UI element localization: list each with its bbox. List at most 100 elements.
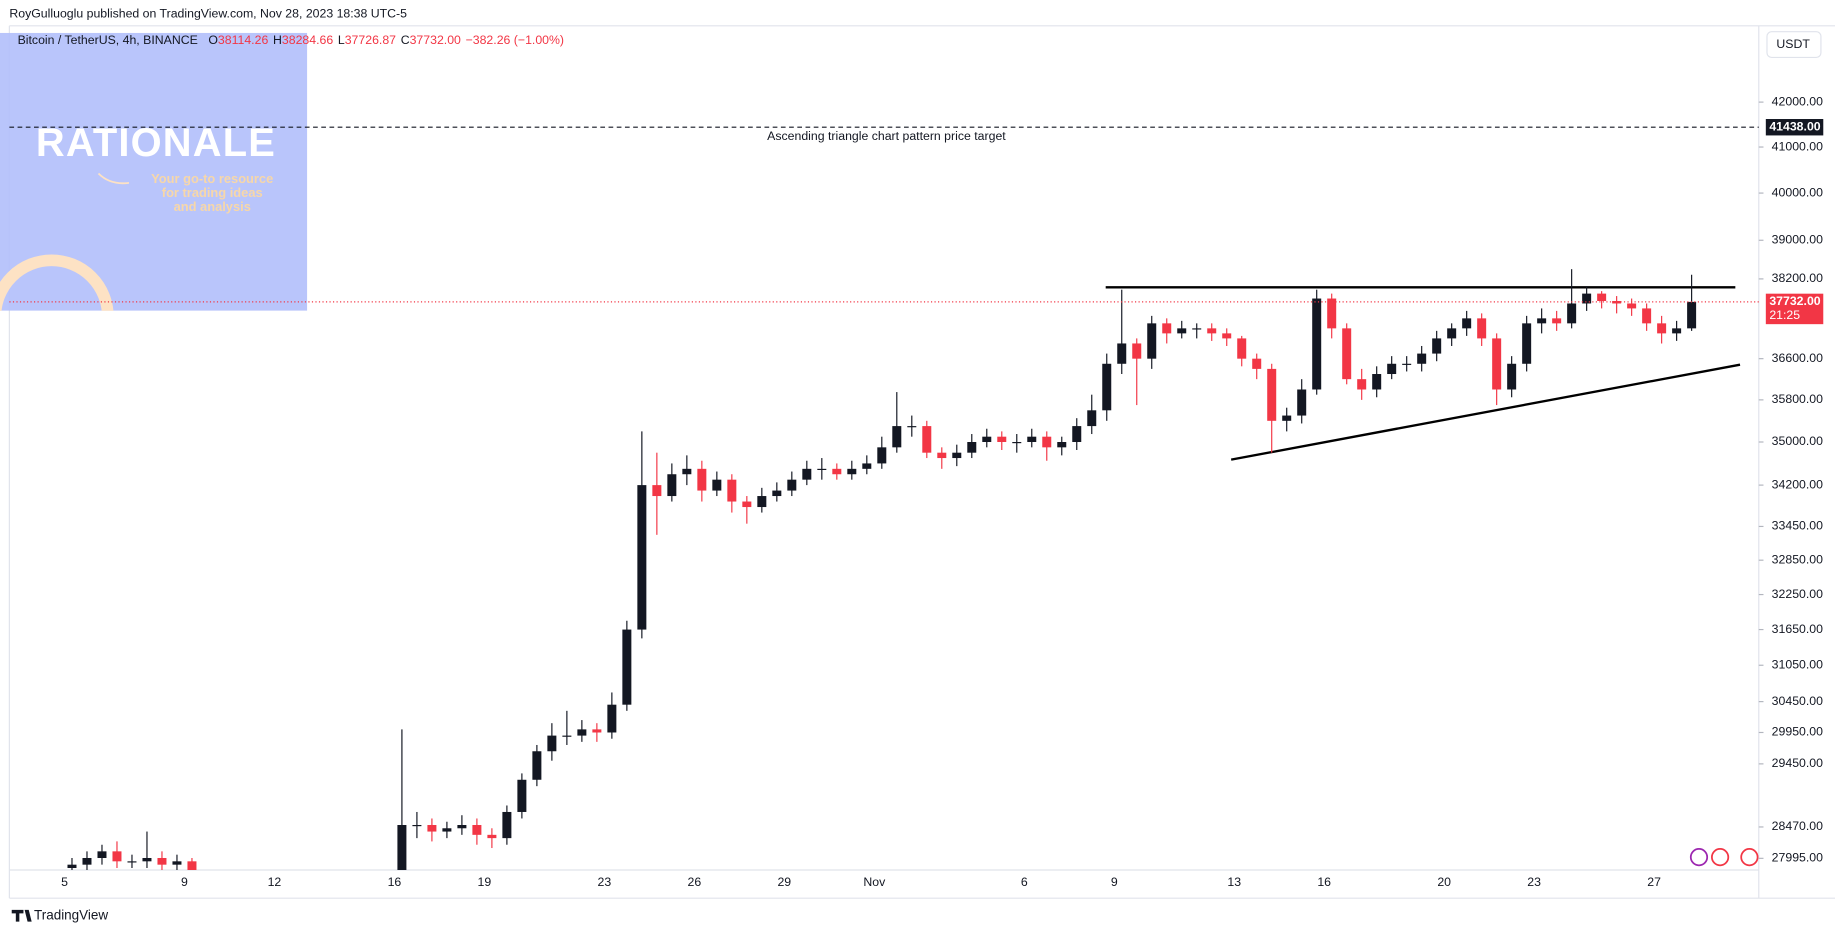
candle-body: [502, 811, 512, 839]
candle-body: [112, 851, 122, 862]
watermark: [0, 32, 308, 311]
y-tick-label: 32250.00: [1772, 587, 1823, 601]
x-tick-label: 6: [1021, 875, 1028, 889]
candle-body: [82, 857, 92, 865]
event-icon[interactable]: [1711, 848, 1730, 867]
candle-body: [1447, 328, 1457, 339]
candle-body: [742, 501, 752, 508]
candle-body: [682, 468, 692, 475]
candle-body: [142, 857, 152, 862]
candle-body: [1042, 436, 1052, 448]
currency[interactable]: USDT: [1776, 37, 1810, 51]
candle-body: [817, 468, 827, 470]
candle-body: [697, 468, 707, 491]
candle-body: [937, 452, 947, 459]
x-tick-label: 19: [478, 875, 492, 889]
candle-body: [1612, 300, 1622, 304]
candle-body: [1582, 293, 1592, 304]
candle-body: [532, 751, 542, 780]
y-tick-label: 35800.00: [1772, 392, 1823, 406]
candle-body: [1117, 343, 1127, 364]
candle-body: [1522, 323, 1532, 364]
candle-body: [547, 735, 557, 752]
y-tick-label: 38200.00: [1772, 271, 1823, 285]
symbol-legend: Bitcoin / TetherUS, 4h, BINANCE O38114.26…: [18, 33, 564, 47]
watermark-tagline: and analysis: [174, 199, 251, 214]
candle-body: [397, 825, 407, 871]
candle-body: [1567, 303, 1577, 324]
candle-body: [1642, 308, 1652, 324]
x-tick-label: 9: [1111, 875, 1118, 889]
candle-body: [127, 861, 137, 863]
candle-body: [1627, 303, 1637, 309]
candle-body: [1237, 338, 1247, 359]
target-label-box: [1765, 119, 1824, 136]
candle-body: [1027, 436, 1037, 443]
x-tick-label: 23: [598, 875, 612, 889]
candle-body: [607, 704, 617, 733]
last-price-box: [1765, 293, 1824, 325]
candle-body: [1507, 363, 1517, 390]
watermark-ring: [0, 254, 114, 311]
candle-body: [1282, 415, 1292, 421]
candle-body: [877, 447, 887, 464]
event-icon[interactable]: [1689, 848, 1709, 867]
candle-body: [982, 436, 992, 443]
publisher: RoyGulluoglu published on TradingView.co…: [9, 6, 407, 20]
brand[interactable]: TradingView: [34, 907, 108, 922]
candle-body: [802, 468, 812, 480]
candle-body: [712, 479, 722, 491]
watermark-title: RATIONALE: [36, 121, 276, 165]
candle-body: [1552, 318, 1562, 324]
candle-body: [652, 485, 662, 497]
candle-body: [517, 779, 527, 812]
candle-body: [442, 828, 452, 832]
candle-body: [1207, 328, 1217, 334]
y-tick-label: 41000.00: [1772, 139, 1823, 153]
ohlc-key: C: [401, 33, 410, 47]
x-tick-label: 29: [777, 875, 791, 889]
watermark-tagline: for trading ideas: [162, 185, 263, 200]
candle-body: [847, 468, 857, 475]
x-tick-label: 16: [388, 875, 402, 889]
ohlc-value: 38114.26: [218, 33, 269, 47]
candle-body: [1537, 318, 1547, 324]
candle-body: [892, 426, 902, 448]
candle-body: [622, 629, 632, 705]
candle-body: [1462, 318, 1472, 329]
candle-body: [1297, 389, 1307, 416]
x-tick-label: 23: [1527, 875, 1541, 889]
watermark-tagline: Your go-to resource: [151, 171, 273, 186]
candle-body: [1252, 358, 1262, 369]
candle-body: [1342, 328, 1352, 380]
candle-body: [862, 463, 872, 469]
y-tick-label: 27995.00: [1772, 851, 1823, 865]
candle-body: [1012, 442, 1022, 444]
candle-body: [772, 490, 782, 497]
candle-body: [952, 452, 962, 459]
y-tick-label: 32850.00: [1772, 552, 1823, 566]
brand-logo: [11, 909, 32, 922]
candle-body: [1192, 328, 1202, 330]
candle-body: [1327, 298, 1337, 329]
y-tick-label: 36600.00: [1772, 351, 1823, 365]
event-icon[interactable]: [1740, 848, 1759, 867]
ohlc-key: H: [273, 33, 282, 47]
candle-body: [1267, 368, 1277, 421]
symbol: Bitcoin / TetherUS, 4h, BINANCE: [18, 33, 198, 47]
candle-body: [1132, 343, 1142, 359]
x-tick-label: 5: [61, 875, 68, 889]
target-annotation: Ascending triangle chart pattern price t…: [767, 129, 1006, 143]
candle-body: [172, 861, 182, 865]
currency-button[interactable]: [1766, 31, 1822, 59]
ohlc-key: L: [338, 33, 345, 47]
y-tick-label: 42000.00: [1772, 94, 1823, 108]
candle-body: [832, 468, 842, 475]
x-tick-label: 12: [268, 875, 282, 889]
candle-body: [907, 426, 917, 428]
x-tick-label: 27: [1647, 875, 1661, 889]
support-trendline: [1230, 363, 1741, 461]
x-tick-label: 9: [181, 875, 188, 889]
candle-body: [757, 496, 767, 508]
